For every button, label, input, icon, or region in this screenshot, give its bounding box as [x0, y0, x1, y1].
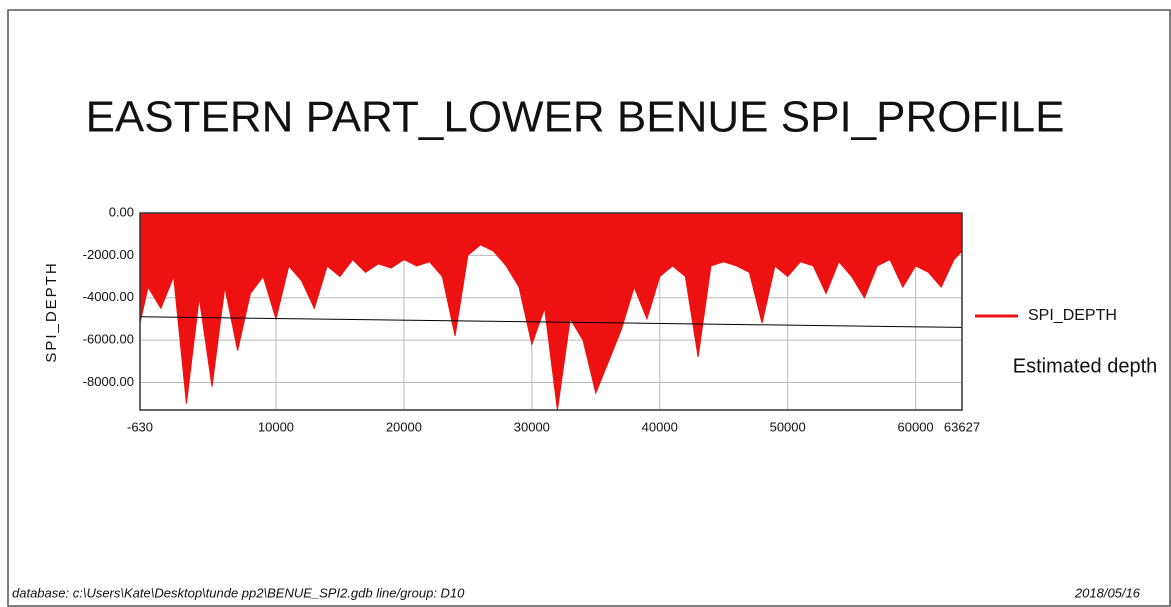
- y-tick-label: 0.00: [109, 204, 134, 219]
- x-tick-label: 20000: [386, 419, 422, 434]
- x-tick-label: 10000: [258, 419, 294, 434]
- y-tick-label: -2000.00: [83, 247, 134, 262]
- chart-title: EASTERN PART_LOWER BENUE SPI_PROFILE: [86, 93, 1065, 142]
- y-tick-label: -4000.00: [83, 289, 134, 304]
- y-tick-label: -6000.00: [83, 332, 134, 347]
- x-tick-label: 63627: [944, 419, 980, 434]
- plot-border: [139, 212, 963, 411]
- x-tick-label: 60000: [898, 419, 934, 434]
- x-tick-label: -630: [127, 419, 153, 434]
- x-tick-label: 30000: [514, 419, 550, 434]
- estimated-line: [139, 316, 963, 328]
- x-tick-label: 40000: [642, 419, 678, 434]
- y-tick-label: -8000.00: [83, 374, 134, 389]
- footer-date: 2018/05/16: [1074, 585, 1141, 600]
- legend-label: SPI_DEPTH: [1028, 307, 1117, 324]
- x-tick-label: 50000: [770, 419, 806, 434]
- annotation: Estimated depth: [1013, 355, 1158, 377]
- y-axis-label: SPI_DEPTH: [43, 261, 60, 362]
- footer-database: database: c:\Users\Kate\Desktop\tunde pp…: [12, 585, 465, 600]
- frame: [7, 9, 1171, 607]
